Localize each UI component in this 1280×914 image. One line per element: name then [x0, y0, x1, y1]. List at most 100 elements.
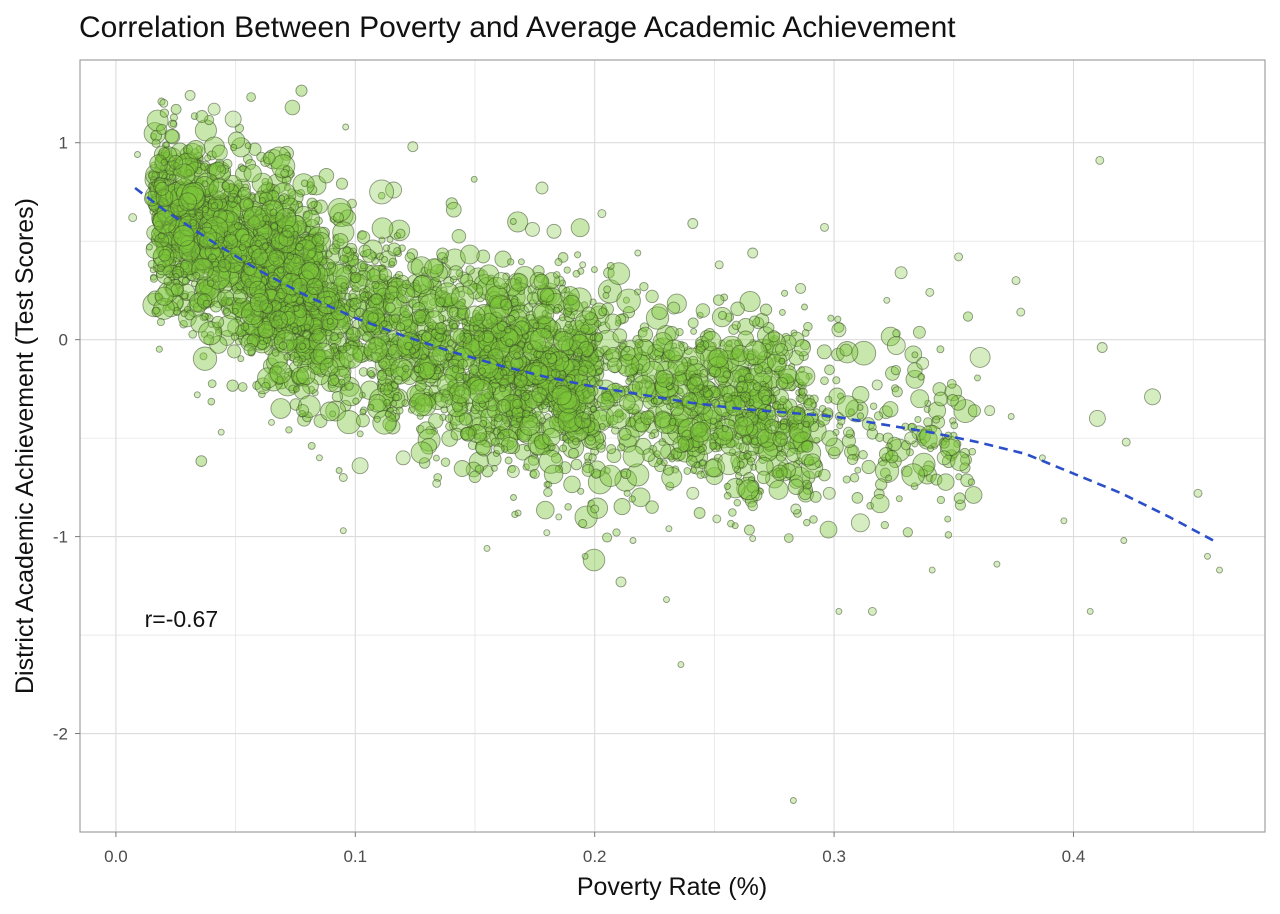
x-tick-label: 0.3 [822, 847, 846, 866]
data-point [895, 495, 903, 503]
data-point [689, 410, 698, 419]
data-point [744, 372, 755, 384]
data-point [500, 298, 513, 311]
data-point [570, 458, 583, 471]
data-point [603, 285, 612, 294]
data-point [529, 468, 540, 479]
data-point [367, 370, 375, 378]
data-point [483, 544, 491, 552]
y-axis-title: District Academic Achievement (Test Scor… [11, 198, 39, 694]
data-point [602, 291, 610, 299]
data-point [758, 411, 768, 421]
data-point [612, 328, 628, 344]
data-point [883, 296, 891, 304]
data-point [581, 552, 589, 560]
data-point [750, 437, 759, 446]
data-point [539, 287, 555, 303]
data-point [911, 351, 919, 359]
data-point [902, 527, 913, 538]
data-point [300, 179, 309, 187]
data-point [578, 518, 588, 529]
data-point [842, 475, 851, 484]
data-point [572, 269, 581, 278]
data-point [128, 213, 138, 223]
data-point [335, 177, 349, 190]
data-point [802, 420, 810, 428]
data-point [798, 387, 808, 397]
data-point [337, 331, 345, 339]
data-point [558, 285, 567, 294]
data-point [506, 439, 515, 448]
data-point [687, 317, 699, 329]
data-point [295, 242, 304, 252]
data-point [954, 252, 964, 262]
data-point [525, 221, 540, 237]
data-point [158, 248, 172, 262]
data-point [533, 303, 555, 325]
data-point [223, 308, 232, 316]
data-point [234, 221, 242, 230]
data-point [764, 418, 780, 434]
data-point [211, 144, 228, 161]
y-tick-label: -2 [53, 725, 68, 744]
data-point [834, 315, 842, 323]
data-point [612, 528, 621, 537]
data-point [861, 459, 876, 475]
data-point [393, 375, 403, 385]
data-point [854, 466, 862, 474]
data-point [320, 401, 340, 422]
data-point [506, 465, 520, 479]
data-point [455, 372, 465, 382]
data-point [533, 273, 550, 290]
data-point [821, 430, 838, 447]
data-point [868, 422, 877, 432]
data-point [195, 455, 208, 467]
data-point [559, 444, 568, 453]
y-axis-ticks: -2 -1 0 1 [53, 134, 80, 744]
data-point [243, 343, 257, 356]
data-point [407, 141, 419, 153]
x-tick-label: 0.1 [343, 847, 367, 866]
data-point [369, 179, 395, 205]
data-point [1095, 155, 1105, 165]
data-point [619, 393, 636, 411]
data-point [731, 320, 741, 330]
x-tick-label: 0.4 [1062, 847, 1086, 866]
data-point [199, 352, 208, 361]
data-point [217, 289, 235, 307]
data-point [645, 289, 659, 304]
data-point [303, 323, 311, 331]
data-point [505, 314, 516, 326]
data-point [789, 797, 797, 804]
data-point [458, 412, 472, 426]
data-point [432, 454, 440, 462]
data-point [1216, 566, 1223, 574]
data-point [383, 398, 391, 407]
data-point [832, 428, 840, 436]
data-point [824, 364, 835, 376]
data-point [891, 386, 903, 398]
data-point [696, 470, 705, 479]
data-point [1060, 517, 1068, 525]
data-point [134, 151, 141, 158]
data-point [296, 404, 310, 418]
data-point [529, 327, 554, 353]
data-point [748, 315, 761, 327]
data-point [740, 391, 751, 403]
data-point [244, 142, 252, 150]
data-point [390, 400, 398, 408]
data-point [846, 453, 859, 466]
data-point [285, 426, 293, 434]
data-point [613, 498, 631, 516]
data-point [809, 515, 818, 524]
data-point [150, 129, 163, 142]
data-point [634, 249, 642, 257]
data-point [224, 110, 242, 128]
data-point [428, 413, 444, 429]
data-point [189, 219, 197, 227]
data-point [444, 352, 453, 361]
data-point [408, 392, 433, 417]
data-point [367, 312, 379, 324]
data-point [499, 385, 507, 393]
data-point [822, 486, 836, 500]
